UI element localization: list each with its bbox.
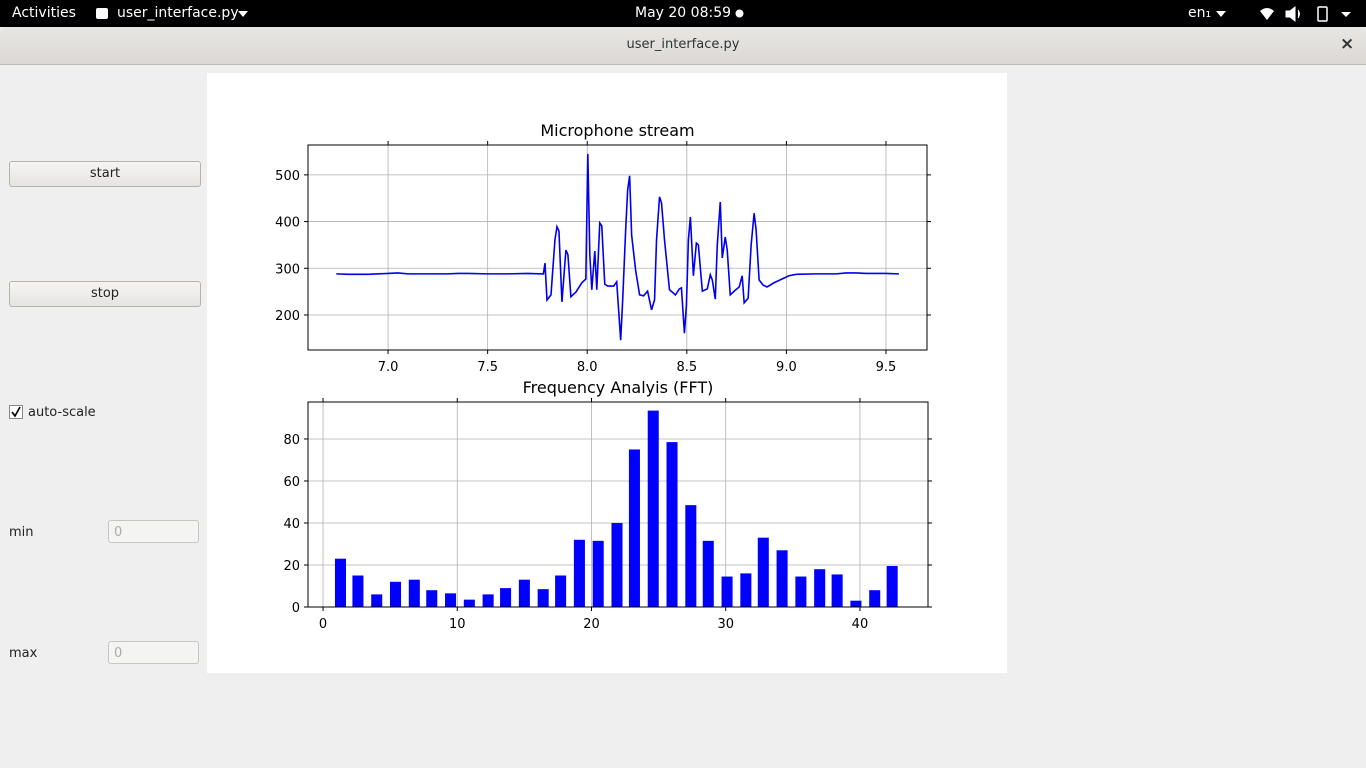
y-tick-label: 80 — [283, 433, 300, 448]
bar — [647, 410, 659, 607]
bar — [666, 442, 678, 607]
language[interactable]: en₁ — [1188, 5, 1212, 21]
y-tick-label: 400 — [275, 216, 300, 231]
bar — [795, 576, 807, 607]
bar — [500, 588, 512, 607]
bar — [371, 594, 383, 607]
bar — [518, 579, 530, 607]
bar — [352, 575, 364, 607]
bar — [463, 599, 475, 607]
axes-frame — [307, 144, 928, 351]
x-tick-label: 20 — [583, 617, 600, 632]
bar — [408, 579, 420, 607]
app-menu[interactable]: user_interface.py — [117, 5, 239, 21]
x-tick-label: 10 — [449, 617, 466, 632]
bar — [757, 537, 769, 607]
bar — [776, 550, 788, 607]
bar — [628, 449, 640, 607]
min-label: min — [9, 525, 34, 540]
bar — [814, 569, 826, 607]
y-tick-label: 60 — [283, 475, 300, 490]
dropdown-arrow — [238, 11, 248, 17]
auto-scale-label: auto-scale — [28, 405, 96, 420]
clock[interactable]: May 20 08:59 — [635, 5, 732, 21]
bar — [482, 594, 494, 607]
max-label: max — [9, 646, 38, 661]
app-icon — [96, 8, 108, 19]
checkbox[interactable] — [9, 405, 23, 419]
status-icons[interactable] — [1258, 5, 1358, 23]
figure: Microphone stream 7.0 7.5 8.0 8.5 9.0 9.5 200 30… — [207, 73, 1007, 673]
dropdown-arrow — [1216, 11, 1226, 17]
start-button[interactable]: start — [9, 161, 201, 187]
y-tick-label: 20 — [283, 559, 300, 574]
y-tick-label: 500 — [275, 169, 300, 184]
y-tick-label: 0 — [292, 601, 300, 616]
bar — [573, 539, 585, 607]
close-button[interactable]: × — [1340, 34, 1355, 54]
x-tick-label: 7.5 — [477, 360, 498, 375]
axes-frame — [307, 401, 929, 608]
bar — [592, 540, 604, 607]
max-spinbox[interactable]: 0 — [108, 641, 199, 664]
activities[interactable]: Activities — [12, 5, 76, 21]
bar — [555, 575, 567, 607]
bar — [334, 558, 346, 607]
y-tick-label: 200 — [275, 309, 300, 324]
bar — [869, 590, 881, 607]
bar — [685, 505, 697, 607]
bar — [611, 522, 623, 607]
bar — [721, 576, 733, 607]
stop-button[interactable]: stop — [9, 281, 201, 307]
bar — [740, 573, 752, 607]
bar — [831, 574, 843, 607]
bar — [537, 589, 549, 607]
x-tick-label: 30 — [717, 617, 734, 632]
bar — [426, 590, 438, 607]
y-tick-label: 40 — [283, 517, 300, 532]
bar — [886, 566, 898, 607]
x-tick-label: 40 — [852, 617, 869, 632]
bar — [390, 581, 402, 607]
x-tick-label: 7.0 — [378, 360, 399, 375]
x-tick-label: 8.5 — [676, 360, 697, 375]
bar — [702, 540, 714, 607]
chart-title: Frequency Analyis (FFT) — [523, 378, 714, 397]
bar — [445, 593, 457, 607]
notification-dot — [735, 9, 744, 18]
window-titlebar: user_interface.py × — [0, 27, 1366, 65]
x-tick-label: 0 — [319, 617, 327, 632]
x-tick-label: 8.0 — [577, 360, 598, 375]
min-spinbox[interactable]: 0 — [108, 520, 199, 543]
window-title: user_interface.py — [626, 37, 740, 52]
bar — [850, 600, 862, 607]
y-tick-label: 300 — [275, 262, 300, 277]
line-series — [336, 153, 899, 341]
chart-title: Microphone stream — [540, 121, 694, 140]
top-bar: Activities user_interface.py May 20 08:5… — [0, 0, 1366, 27]
x-tick-label: 9.5 — [876, 360, 897, 375]
x-tick-label: 9.0 — [776, 360, 797, 375]
